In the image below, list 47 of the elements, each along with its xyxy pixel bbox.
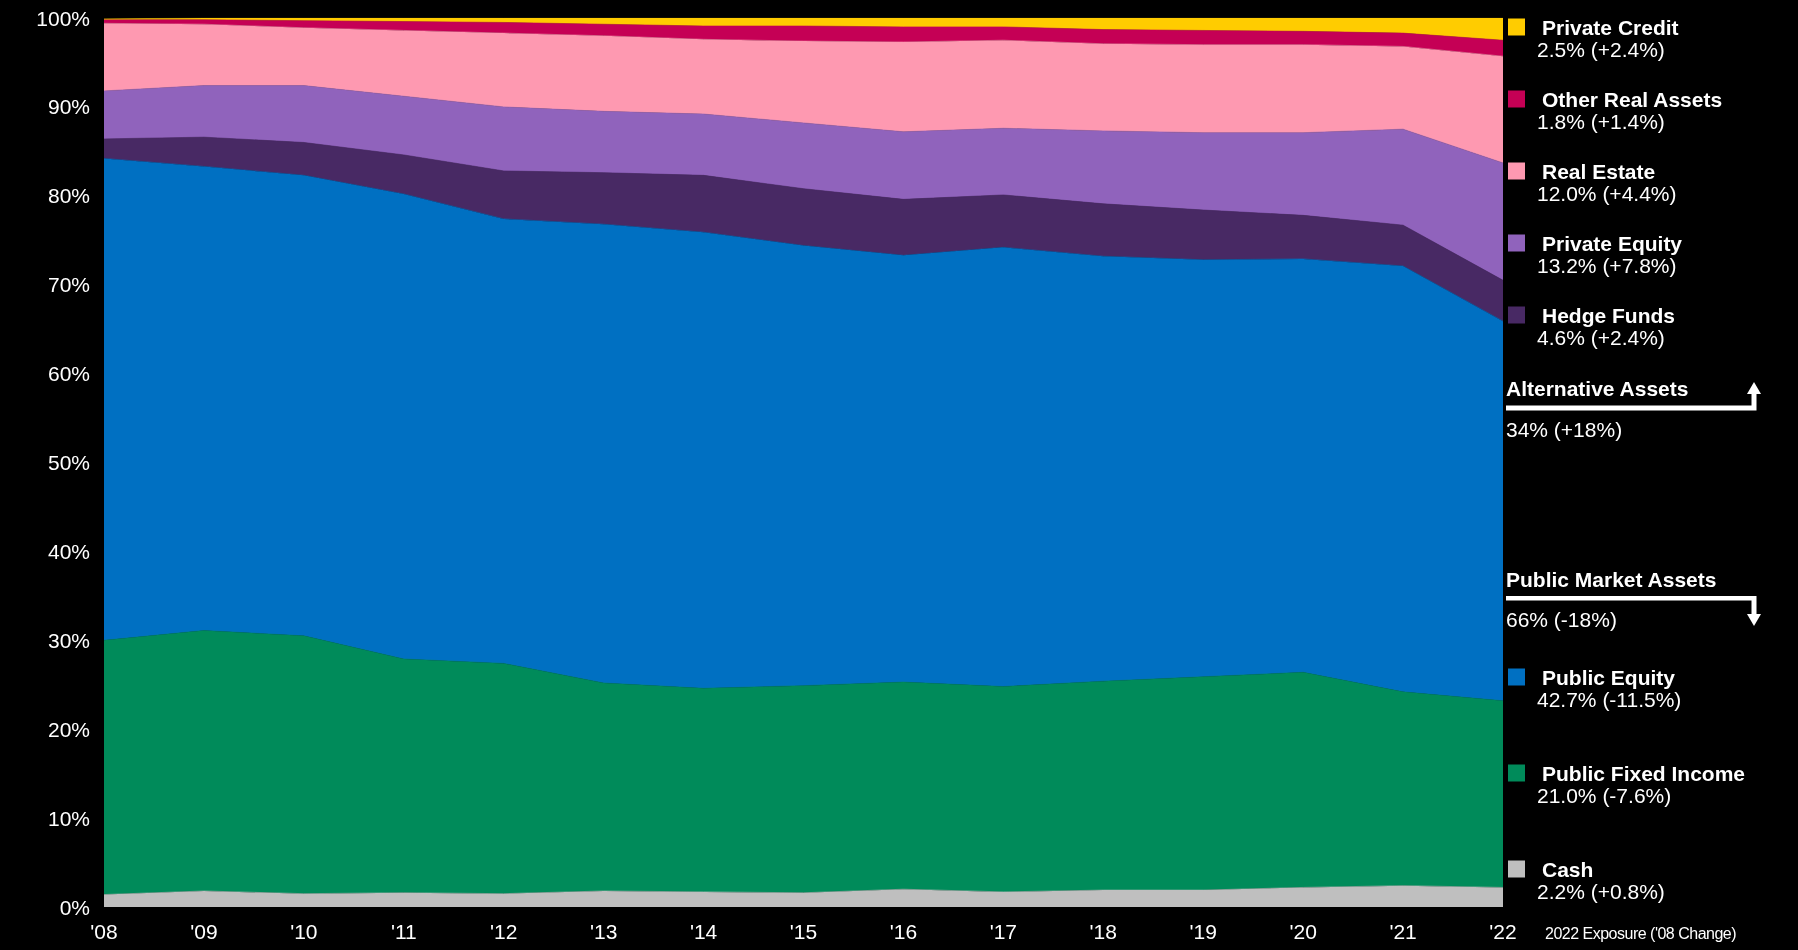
y-tick-label: 100%	[36, 6, 90, 30]
legend-label: Private Credit	[1542, 15, 1679, 39]
y-tick-label: 40%	[47, 539, 90, 563]
y-tick-label: 0%	[59, 895, 90, 919]
annotation: 2.2% (+0.8%)	[1537, 880, 1665, 904]
annotation: 4.6% (+2.4%)	[1537, 326, 1665, 350]
text: 2022 Exposure ('08 Change)	[1545, 925, 1737, 943]
x-tick-label: '12	[490, 920, 518, 943]
x-tick-label: '08	[90, 920, 118, 943]
x-tick-label: '21	[1389, 920, 1417, 943]
annotation: 1.8% (+1.4%)	[1537, 110, 1665, 134]
y-tick-label: 30%	[47, 628, 90, 652]
legend-label: Cash	[1542, 857, 1594, 881]
legend-label: Public Fixed Income	[1542, 761, 1746, 785]
annotation: Public Market Assets	[1506, 568, 1717, 592]
x-tick-label: '17	[989, 920, 1018, 943]
x-tick-label: '09	[190, 920, 218, 943]
annotation: 12.0% (+4.4%)	[1537, 182, 1677, 206]
x-tick-label: '18	[1089, 920, 1117, 943]
x-tick-label: '20	[1289, 920, 1317, 943]
annotation: 2.5% (+2.4%)	[1537, 38, 1665, 62]
x-tick-label: '19	[1189, 920, 1217, 943]
legend-label: Real Estate	[1542, 159, 1656, 183]
legend-label: Private Equity	[1542, 231, 1683, 255]
y-tick-label: 80%	[47, 184, 90, 208]
legend-label: Hedge Funds	[1542, 303, 1676, 327]
y-tick-label: 90%	[47, 95, 90, 119]
x-tick-label: '22	[1489, 920, 1517, 943]
x-tick-label: '14	[689, 920, 718, 943]
x-tick-label: '11	[390, 920, 417, 943]
x-tick-label: '15	[789, 920, 818, 943]
x-tick-label: '16	[889, 920, 918, 943]
annotation: 13.2% (+7.8%)	[1537, 254, 1677, 278]
y-tick-label: 20%	[47, 717, 90, 741]
annotation: 34% (+18%)	[1506, 418, 1623, 442]
legend-label: Public Equity	[1542, 665, 1676, 689]
annotation: 42.7% (-11.5%)	[1537, 688, 1682, 712]
legend-label: Other Real Assets	[1542, 87, 1723, 111]
annotation: 21.0% (-7.6%)	[1537, 784, 1672, 808]
y-tick-label: 70%	[47, 273, 90, 297]
annotation: Alternative Assets	[1506, 377, 1689, 401]
y-tick-label: 50%	[47, 451, 90, 474]
x-tick-label: '13	[589, 920, 618, 943]
annotation: 66% (-18%)	[1506, 608, 1617, 632]
y-tick-label: 60%	[47, 362, 90, 386]
y-tick-label: 10%	[47, 806, 90, 830]
x-tick-label: '10	[290, 920, 318, 943]
